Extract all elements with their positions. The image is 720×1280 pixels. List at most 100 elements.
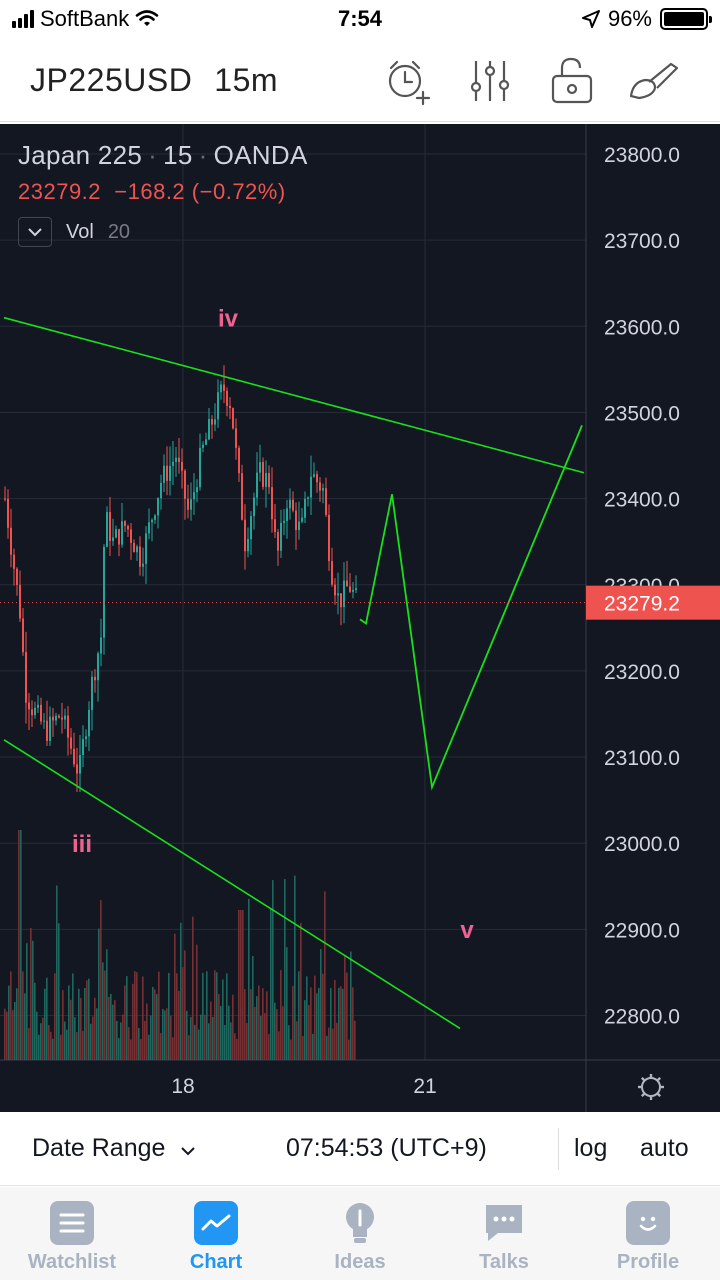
candle-body [304,498,306,518]
tab-talks[interactable]: Talks [432,1187,576,1280]
candle-body [91,676,93,710]
candle-body [181,462,183,471]
tab-profile[interactable]: Profile [576,1187,720,1280]
volume-bar [220,1006,222,1060]
candle-body [46,720,48,741]
candle-body [271,487,273,520]
candle-body [25,652,27,703]
volume-bar [280,970,282,1060]
volume-bar [74,1017,76,1060]
volume-bar [318,987,320,1060]
volume-bar [334,979,336,1060]
candle-body [73,748,75,765]
timeframe-selector[interactable]: 15m [214,62,279,98]
candle-body [217,392,219,420]
indicators-button[interactable] [462,54,518,108]
volume-bar [196,944,198,1060]
tab-ideas[interactable]: Ideas [288,1187,432,1280]
list-icon [50,1201,94,1245]
volume-label: Vol [66,220,94,243]
volume-bar [70,999,72,1060]
volume-bar [176,973,178,1060]
candle-body [118,529,120,545]
volume-bar [32,940,34,1060]
chart-canvas[interactable]: iv iii v 23800.0 23700.0 23600.0 23500.0 23400.… [0,124,720,1112]
chart-header: JP225USD 15m [0,40,720,122]
candle-body [40,704,42,722]
symbol-selector[interactable]: JP225USD 15m [30,62,278,99]
volume-bar [100,900,102,1060]
price-tick-label: 23200.0 [604,661,680,684]
gear-ring [641,1077,661,1097]
drawing-tools-button[interactable] [626,54,682,108]
volume-bar [306,976,308,1060]
chevron-down-icon [28,228,42,237]
chart-settings-icon[interactable] [638,1074,664,1100]
clock: 7:54 [337,6,383,31]
candle-body [226,390,228,406]
auto-scale-toggle[interactable]: auto [640,1134,689,1162]
drawing-tool-icon [629,62,679,100]
volume-bar [316,993,318,1060]
volume-bar [4,1008,6,1060]
volume-bar [24,993,26,1060]
candle-body [94,676,96,681]
collapse-legend-button[interactable] [18,217,52,247]
candle-body [349,586,351,592]
candle-body [7,498,9,528]
alarm-add-button[interactable] [380,54,436,108]
volume-bar [344,954,346,1060]
price-plot[interactable]: iv iii v 23800.0 23700.0 23600.0 23500.0 23400.… [0,124,720,1112]
candle-body [121,521,123,545]
volume-bar [66,1029,68,1060]
lock-toggle-button[interactable] [544,54,600,108]
candle-body [100,637,102,654]
candle-body [136,546,138,553]
volume-bar [152,986,154,1060]
timezone-clock[interactable]: 07:54:53 (UTC+9) [286,1134,487,1162]
candle-body [178,457,180,463]
candle-body [340,593,342,608]
price-tick-label: 23000.0 [604,833,680,856]
volume-bar [300,922,302,1060]
volume-bar [62,990,64,1060]
wave-label-iv: iv [218,305,239,332]
tab-label: Profile [616,1251,680,1273]
price-change-pct: (−0.72%) [191,179,286,204]
date-range-button[interactable]: Date Range [32,1134,196,1163]
volume-bar [96,1008,98,1060]
tab-watchlist[interactable]: Watchlist [0,1187,144,1280]
volume-bar [272,880,274,1060]
volume-bar [352,987,354,1060]
volume-bar [240,910,242,1060]
volume-bar [210,1001,212,1060]
tab-chart[interactable]: Chart [144,1187,288,1280]
date-range-label: Date Range [32,1134,166,1162]
carrier-name: SoftBank [40,6,130,31]
candle-body [52,716,54,721]
candle-body [337,593,339,596]
volume-bar [84,988,86,1060]
volume-bar [304,1000,306,1060]
volume-bar [164,1010,166,1060]
log-scale-toggle[interactable]: log [574,1134,608,1162]
volume-bar [38,1034,40,1060]
candle-body [277,532,279,551]
candle-body [70,737,72,749]
volume-bar [30,927,32,1060]
volume-bar [282,1006,284,1060]
chart-icon [194,1201,238,1245]
candle-body [193,492,195,500]
chart-legend: Japan 225 · 15 · OANDA 23279.2 −168.2 (−0.72… [18,140,308,247]
volume-bar [312,1033,314,1060]
volume-bar [228,1005,230,1060]
volume-bar [204,1014,206,1060]
candle-body [133,542,135,553]
candle-body [202,444,204,448]
candle-body [124,521,126,526]
current-price-tag [586,585,720,620]
candle-body [142,563,144,567]
volume-bar [348,1039,350,1060]
candle-body [343,580,345,608]
price-tick-label: 23400.0 [604,489,680,512]
